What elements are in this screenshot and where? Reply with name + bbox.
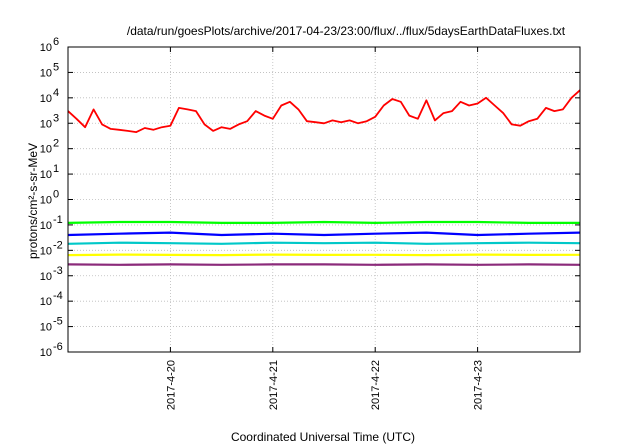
- y-tick-label: 10: [40, 220, 52, 232]
- y-tick-label: 10: [40, 271, 52, 283]
- y-tick-label: 10: [40, 42, 52, 54]
- y-tick-label: 10: [40, 144, 52, 156]
- y-tick-label-exponent: -6: [53, 341, 63, 353]
- x-tick-label: 2017-4-23: [473, 360, 485, 410]
- x-tick-label: 2017-4-20: [165, 360, 177, 410]
- y-tick-label: 10: [40, 169, 52, 181]
- y-tick-label-exponent: 4: [53, 87, 59, 99]
- y-tick-label-exponent: 5: [53, 61, 59, 73]
- y-tick-label-exponent: -1: [53, 214, 63, 226]
- series-line-1: [67, 89, 581, 133]
- y-tick-label: 10: [40, 195, 52, 207]
- y-tick-label: 10: [40, 245, 52, 257]
- y-tick-label-exponent: 1: [53, 163, 59, 175]
- x-axis-title: Coordinated Universal Time (UTC): [231, 430, 415, 444]
- series-line-4: [67, 241, 581, 245]
- chart-title: /data/run/goesPlots/archive/2017-04-23/2…: [127, 24, 566, 38]
- series-line-5: [67, 253, 581, 257]
- y-tick-label: 10: [40, 67, 52, 79]
- y-tick-label-exponent: 3: [53, 112, 59, 124]
- x-tick-label: 2017-4-21: [268, 360, 280, 410]
- y-tick-label-exponent: 0: [53, 189, 59, 201]
- series-line-2: [67, 220, 580, 224]
- y-axis-title: protons/cm²-s-sr-MeV: [26, 143, 40, 259]
- x-tick-label: 2017-4-22: [370, 360, 382, 410]
- y-tick-label: 10: [40, 322, 52, 334]
- y-tick-label: 10: [40, 93, 52, 105]
- y-tick-label: 10: [40, 347, 52, 359]
- y-tick-label-exponent: 2: [53, 138, 59, 150]
- y-tick-label-exponent: -3: [53, 265, 63, 277]
- series-line-3: [67, 231, 581, 237]
- y-tick-label-exponent: -2: [53, 239, 63, 251]
- y-tick-label: 10: [40, 296, 52, 308]
- y-tick-label-exponent: -5: [53, 316, 63, 328]
- y-tick-label: 10: [40, 118, 52, 130]
- y-tick-label-exponent: -4: [53, 290, 63, 302]
- y-tick-label-exponent: 6: [53, 36, 59, 48]
